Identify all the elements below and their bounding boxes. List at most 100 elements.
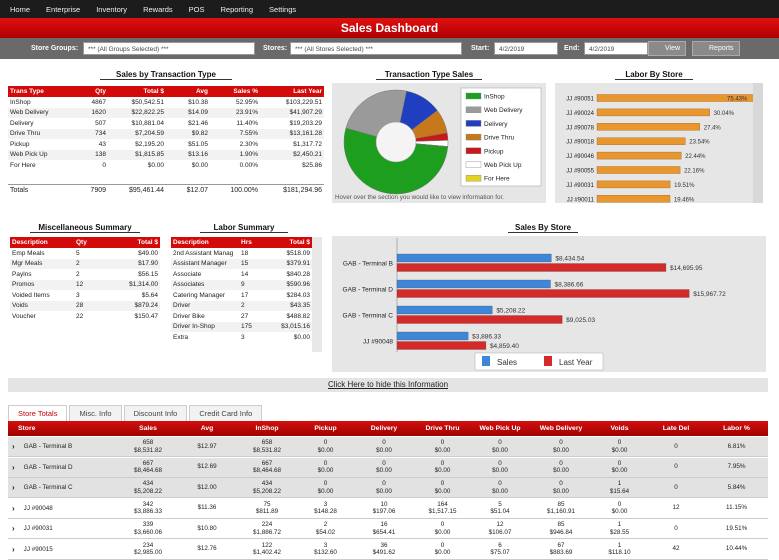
cell-line: $0.00 [611,467,628,474]
table-cell: 0 $0.00 [415,478,470,497]
nav-item[interactable]: Inventory [96,4,128,14]
stores-select[interactable]: *** (All Stores Selected) *** [290,42,462,55]
tab[interactable]: Discount Info [123,405,188,421]
cell-line: $106.07 [488,528,512,536]
table-row: Extra 3 $0.00 [171,332,312,343]
cell-line: 0 [559,459,563,467]
legend-label: Web Pick Up [484,162,522,169]
pie-hole [375,121,417,163]
cell-line: $15.64 [609,487,630,495]
legend-box [474,352,604,371]
table-cell: 67 $883.69 [530,540,592,559]
legend-swatch [465,174,482,182]
sales-chart: GAB - Terminal B $8,434.54 $14,695.95 GAB -… [343,238,726,371]
reports-button[interactable]: Reports [692,41,740,56]
nav-item[interactable]: Rewards [143,4,173,14]
cell-line: 0 [323,439,328,446]
start-date[interactable]: 4/2/2019 [494,42,558,55]
table-cell: $0.00 [147,161,164,169]
nav-item[interactable]: Enterprise [46,4,81,14]
expand-arrow[interactable]: › [12,524,15,533]
column-header: Sales % [210,86,260,97]
column-header: Description [171,237,239,248]
view-button[interactable]: View [648,41,686,56]
value-label: $5,208.22 [496,308,525,315]
bar [596,166,681,174]
nav-item[interactable]: Settings [269,4,297,14]
value-label: 19.51% [674,183,695,189]
bar [596,151,682,160]
table-cell: $0.00 [293,333,310,341]
cell-line: 0 [440,480,445,487]
cell-text: $12.69 [197,463,217,471]
table-row: Driver In-Shop 175 $3,015.16 [171,321,312,332]
cell-line: $0.00 [376,487,392,495]
legend-label: Drive Thru [484,135,515,142]
table-cell: › GAB - Terminal C [8,478,118,497]
table-cell: 0 $0.00 [298,437,353,456]
table-cell: 42 [647,540,705,559]
table-cell: 2 [241,302,245,310]
legend-label: InShop [484,94,505,101]
cell-line: $1,886.72 [252,528,281,536]
table-cell: $2,195.20 [135,140,164,148]
expand-arrow[interactable]: › [12,544,15,554]
cell-line: $8,464.68 [252,467,281,474]
table-cell: 85 $1,160.91 [530,499,592,518]
expand-arrow[interactable]: › [12,483,15,492]
table-row: › JJ #90031 339 $3,660.06 $10.80 224 $1,886.72… [8,519,768,539]
table-cell: $518.09 [286,249,311,257]
table-cell: Voided Items [12,291,50,299]
scrollbar[interactable] [312,237,322,352]
table-cell: 75 $811.89 [236,499,298,518]
table-cell: $181,294.96 [283,186,322,194]
scrollbar[interactable] [753,83,763,203]
table-cell: 12 $106.07 [470,519,530,538]
end-date[interactable]: 4/2/2019 [584,42,648,55]
table-cell: 5 [76,249,80,257]
hide-link[interactable]: Click Here to hide this Information [8,378,768,392]
cell-line: 75 [263,500,271,508]
tab[interactable]: Misc. Info [69,405,122,421]
table-cell: › JJ #90048 [8,499,118,518]
cell-line: $0.00 [553,487,569,495]
table-cell: 2 $54.02 [298,519,353,538]
value-label: 23.54% [689,140,710,146]
table-cell: 9 [241,281,245,289]
table-cell: 43 [98,140,106,148]
cell-text: 0 [674,524,678,532]
table-cell: $379.91 [286,260,311,268]
legend-label: For Here [484,176,510,183]
expand-arrow[interactable]: › [12,503,15,513]
cell-line: $75.07 [490,549,510,556]
cell-line: $0.00 [492,446,508,454]
cell-line: 2 [323,521,328,528]
tab[interactable]: Store Totals [8,405,68,421]
table-cell: 10 $197.06 [353,499,415,518]
category-label: JJ #90046 [566,154,594,160]
table-row: Voucher 22 $150.47 [10,311,160,322]
legend-swatch [544,356,552,366]
expand-arrow[interactable]: › [12,442,15,451]
table-cell: 0 $0.00 [353,458,415,477]
expand-arrow[interactable]: › [12,462,15,472]
store-groups-select[interactable]: *** (All Groups Selected) *** [83,42,255,55]
table-row: › GAB - Terminal B 658 $8,531.82 $12.97 658 $8… [8,437,768,457]
nav-item[interactable]: POS [188,4,205,14]
cell-line: 0 [559,480,563,487]
tab[interactable]: Credit Card Info [189,405,263,421]
cell-text: $10.80 [197,524,217,532]
category-label: GAB - Terminal D [343,287,394,294]
cell-line: $197.06 [372,508,396,515]
table-cell: $12.97 [178,437,236,456]
table-row: Drive Thru 734 $7,204.59 $9.82 7.55% $13,161.… [8,128,324,139]
pie-chart: InShop Web Delivery Delivery Drive Thru Pick… [335,87,542,201]
table-cell: 3 $148.28 [298,499,353,518]
bar [596,94,753,102]
labor-chart: 75.43% 30.04% 27.4% 23.54% 22.44% 22.16% 19.51… [566,83,763,203]
column-header: Late Del [662,424,690,432]
nav-item[interactable]: Reporting [220,4,254,14]
nav-item[interactable]: Home [10,4,31,14]
table-cell: $41,907.29 [289,109,322,117]
table-cell: 0 $0.00 [353,437,415,456]
